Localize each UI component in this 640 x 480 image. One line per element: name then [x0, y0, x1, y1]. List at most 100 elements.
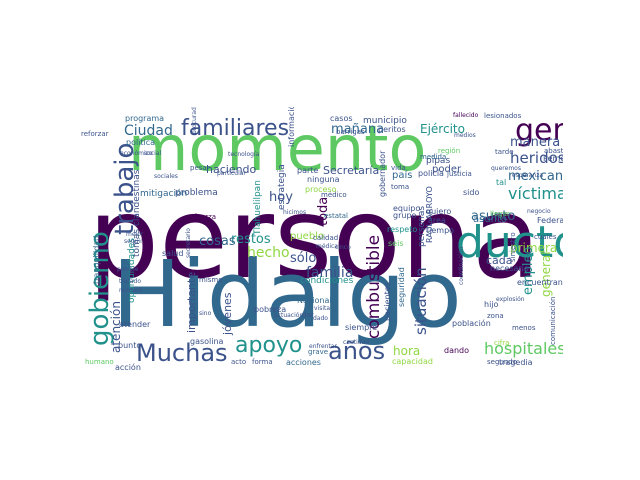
cloud-word: segundo	[487, 358, 517, 366]
cloud-word: punto	[118, 341, 142, 350]
cloud-word: capacidad	[392, 357, 433, 366]
cloud-word: actuación	[274, 312, 304, 319]
cloud-word: reforzar	[81, 130, 109, 138]
cloud-word: esperanza	[512, 172, 544, 179]
cloud-word: sino	[199, 310, 212, 317]
cloud-word: familiares	[181, 116, 290, 141]
cloud-word: barrigas	[336, 128, 365, 136]
cloud-word: Secretaría	[323, 164, 380, 177]
cloud-word: número	[119, 287, 143, 294]
cloud-word: general	[539, 251, 553, 297]
cloud-word: años	[328, 337, 386, 365]
cloud-word: explosión	[496, 296, 525, 303]
cloud-word: población	[452, 319, 491, 328]
cloud-word: información	[287, 107, 296, 147]
cloud-word: hoy	[269, 190, 293, 205]
cloud-word: peritos	[378, 125, 406, 134]
cloud-word: económico	[120, 150, 153, 157]
cloud-word: pacientes	[383, 282, 392, 321]
cloud-word: sociales	[154, 173, 178, 180]
cloud-word: grupo	[393, 211, 417, 220]
cloud-word: seguridad	[397, 267, 406, 307]
cloud-word: gasolina	[190, 337, 224, 346]
cloud-word: justicia	[447, 170, 472, 178]
cloud-word: víctima	[508, 184, 563, 203]
cloud-word: lesionados	[484, 112, 522, 120]
cloud-word: secretario	[185, 228, 192, 258]
cloud-word: acto	[231, 358, 247, 366]
cloud-word: fallecido	[453, 112, 479, 119]
cloud-word: atender	[119, 320, 151, 329]
cloud-word: dado	[313, 315, 328, 322]
cloud-word: medida	[420, 153, 447, 161]
cloud-word: procuraduría	[191, 107, 198, 134]
cloud-word: siniestro	[509, 232, 517, 262]
cloud-word: problema	[175, 188, 218, 198]
cloud-word: municipio	[363, 116, 407, 126]
cloud-word: dando	[444, 346, 470, 355]
cloud-word: cosas	[199, 234, 236, 249]
cloud-word: calidad	[313, 234, 339, 242]
cloud-word: dar	[302, 311, 314, 319]
cloud-word: tiempo	[426, 226, 455, 235]
cloud-word: sido	[463, 188, 480, 197]
cloud-word: asunto	[471, 209, 516, 224]
cloud-word: acciones	[286, 358, 321, 367]
cloud-word: enfrentar	[309, 343, 337, 350]
cloud-word: toma	[391, 183, 410, 191]
cloud-word: jóvenes	[221, 292, 234, 335]
cloud-word: necesario	[490, 264, 529, 273]
cloud-word: zona	[487, 312, 504, 320]
cloud-word: hospitales	[484, 339, 563, 358]
cloud-word: acción	[115, 363, 141, 372]
cloud-word: equipo	[393, 204, 421, 213]
cloud-word: grave	[308, 348, 329, 356]
cloud-word: quiero	[426, 207, 452, 216]
cloud-word: mejor	[126, 231, 144, 238]
cloud-word: región	[438, 147, 461, 155]
cloud-word: cuales	[534, 233, 557, 241]
cloud-word: hecho	[247, 245, 290, 261]
cloud-word: parte	[297, 166, 319, 175]
cloud-word: siempre	[345, 323, 378, 332]
cloud-word: tratado	[119, 278, 142, 285]
cloud-word: ducto	[456, 217, 563, 268]
cloud-word: haciendo	[206, 163, 257, 176]
cloud-word: visita	[314, 305, 331, 312]
cloud-word: seis	[388, 239, 404, 248]
cloud-word: situación	[412, 267, 430, 335]
cloud-word: negocio	[527, 208, 551, 215]
cloud-word: importante	[185, 271, 198, 333]
cloud-word: social	[144, 150, 162, 157]
cloud-word: hora	[393, 344, 421, 358]
cloud-word: médica	[316, 243, 338, 250]
cloud-word: proceso	[305, 185, 337, 194]
cloud-word: poder	[432, 164, 462, 175]
cloud-word: forma	[252, 358, 273, 366]
cloud-word: pueblo	[290, 231, 325, 242]
cloud-word: gobernador	[378, 150, 387, 197]
cloud-word: llegar	[490, 210, 510, 218]
cloud-word: sólo	[290, 251, 317, 266]
cloud-word: estrategia	[277, 164, 287, 210]
cloud-word: heridos	[510, 149, 563, 167]
cloud-word: estatal	[324, 212, 348, 220]
cloud-word: cantidad	[343, 339, 370, 346]
cloud-word: Muchas	[136, 339, 228, 367]
cloud-word: manera	[510, 135, 561, 150]
cloud-word: fuerza	[194, 213, 217, 221]
cloud-word: encuentran	[517, 278, 563, 287]
cloud-word: Ciudad	[124, 123, 173, 139]
cloud-word: vida	[391, 164, 406, 172]
cloud-word: salud	[162, 249, 184, 258]
cloud-word: respeto	[387, 225, 418, 234]
cloud-word: condiciones	[300, 276, 354, 286]
cloud-word: cada	[486, 254, 513, 267]
cloud-word: mitigación	[140, 189, 188, 199]
cloud-word: gente	[515, 113, 563, 148]
cloud-word: Hidalgo	[112, 241, 462, 348]
cloud-word: área	[428, 216, 446, 225]
cloud-word: país	[392, 170, 413, 181]
cloud-word: médico	[321, 191, 347, 199]
cloud-word: coordinación	[458, 246, 465, 285]
